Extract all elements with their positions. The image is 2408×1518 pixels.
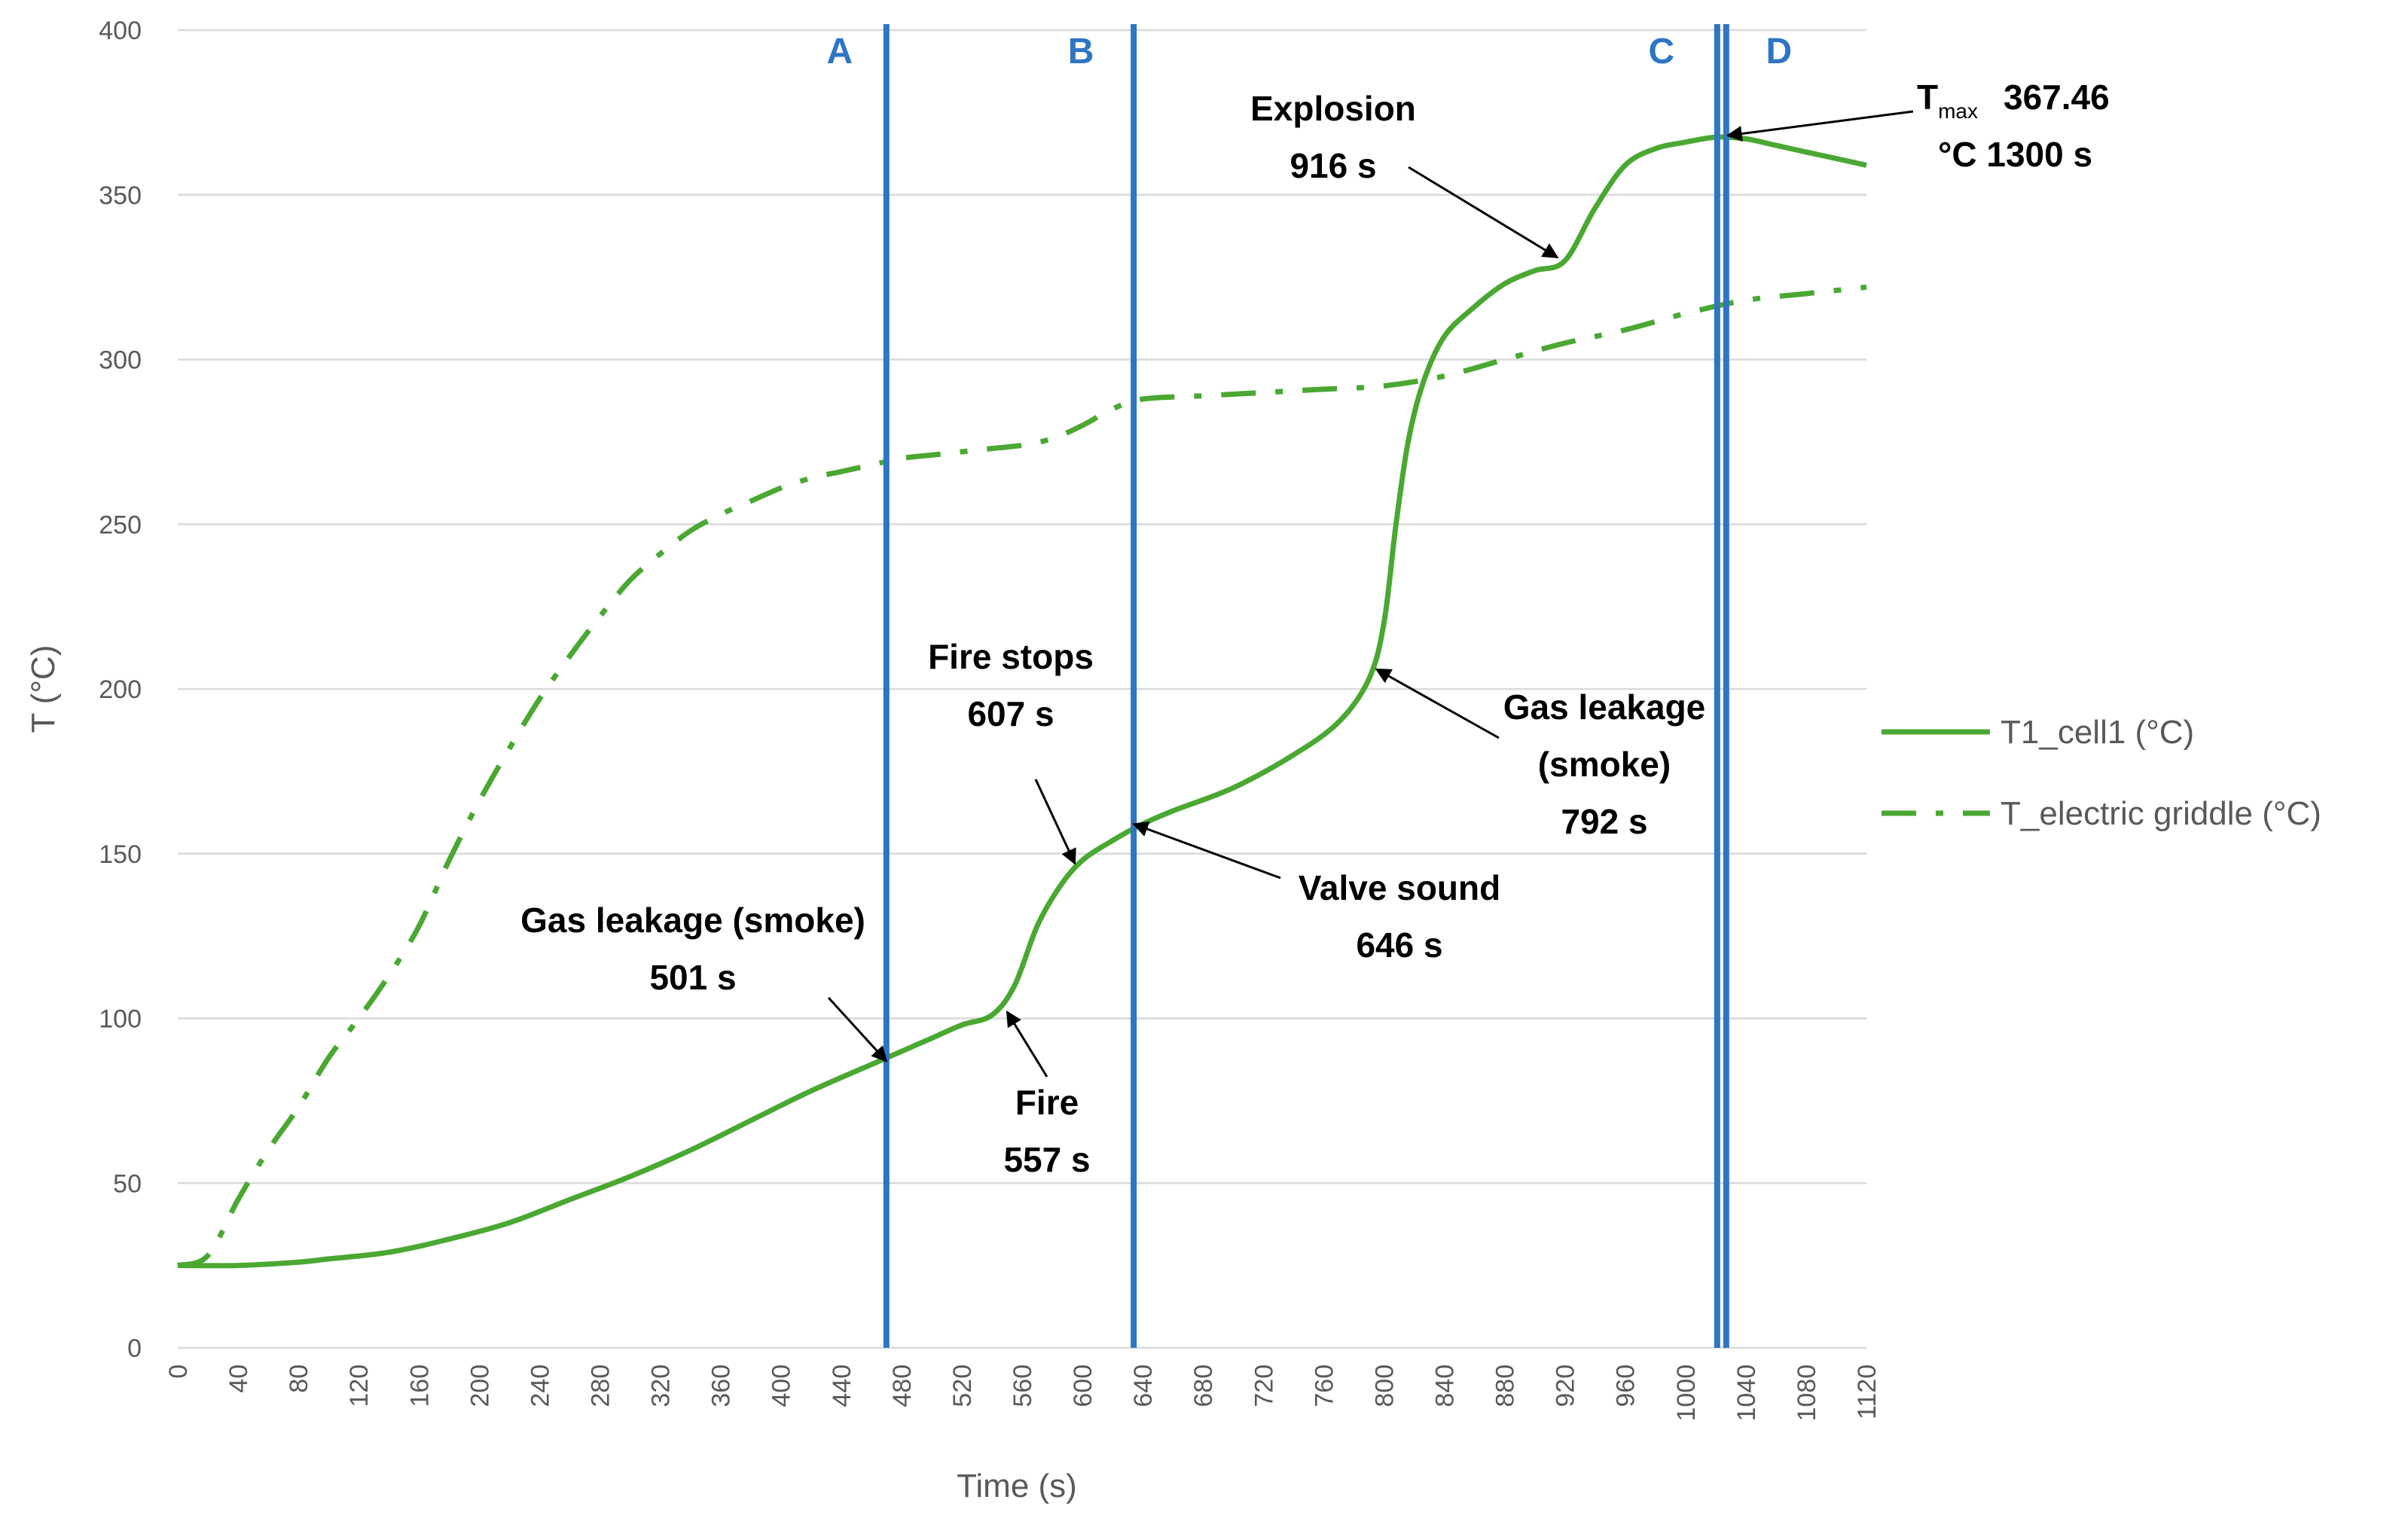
annotation-arrow-gas1 xyxy=(827,996,888,1062)
x-tick-1080: 1080 xyxy=(1793,1364,1821,1422)
x-tick-80: 80 xyxy=(285,1364,313,1393)
annotation-gas2-line-3: 792 s xyxy=(1561,802,1647,841)
x-axis-title: Time (s) xyxy=(957,1468,1077,1504)
x-tick-560: 560 xyxy=(1009,1364,1037,1407)
annotation-gas2-line-1: Gas leakage xyxy=(1503,687,1706,727)
series-line-electric-griddle xyxy=(176,284,1867,1269)
annotation-valve-line-2: 646 s xyxy=(1356,925,1442,965)
y-tick-400: 400 xyxy=(99,17,142,45)
x-tick-1120: 1120 xyxy=(1853,1364,1882,1419)
x-tick-1000: 1000 xyxy=(1672,1364,1701,1422)
annotation-gas2-line-2: (smoke) xyxy=(1538,745,1671,784)
y-tick-200: 200 xyxy=(99,675,142,704)
x-tick-1040: 1040 xyxy=(1732,1364,1761,1422)
region-label-b: B xyxy=(1068,32,1094,72)
region-lines: A B C D xyxy=(827,24,1792,1348)
annotation-fire-line-1: Fire xyxy=(1015,1083,1079,1122)
annotation-gas1-line-2: 501 s xyxy=(649,958,736,997)
x-tick-280: 280 xyxy=(587,1364,615,1407)
x-tick-880: 880 xyxy=(1491,1364,1520,1407)
annotation-arrow-gas2 xyxy=(1375,668,1500,739)
y-axis-title: T (°C) xyxy=(25,645,62,733)
x-tick-440: 440 xyxy=(828,1364,856,1407)
series-lines xyxy=(176,134,1867,1269)
x-tick-360: 360 xyxy=(707,1364,736,1407)
y-tick-labels: 0 50 100 150 200 250 300 350 400 xyxy=(99,17,142,1363)
region-label-d: D xyxy=(1766,32,1792,72)
x-tick-680: 680 xyxy=(1189,1364,1218,1407)
x-tick-40: 40 xyxy=(224,1364,253,1393)
y-tick-350: 350 xyxy=(99,181,142,210)
grid-lines xyxy=(178,29,1866,1349)
annotation-firestops-line-1: Fire stops xyxy=(928,637,1094,676)
annotation-fire-line-2: 557 s xyxy=(1003,1140,1090,1179)
region-label-c: C xyxy=(1648,32,1674,72)
annotation-explosion-line-1: Explosion xyxy=(1250,89,1416,128)
annotation-arrow-explosion xyxy=(1408,166,1559,259)
annotation-arrow-valve xyxy=(1132,821,1281,879)
y-tick-0: 0 xyxy=(127,1334,142,1363)
y-tick-300: 300 xyxy=(99,346,142,375)
x-tick-920: 920 xyxy=(1552,1364,1580,1407)
x-tick-520: 520 xyxy=(948,1364,977,1407)
region-label-a: A xyxy=(827,32,853,72)
x-tick-960: 960 xyxy=(1612,1364,1640,1407)
legend-label-t1-cell1: T1_cell1 (°C) xyxy=(2001,714,2194,751)
x-tick-840: 840 xyxy=(1431,1364,1460,1407)
annotation-firestops-line-2: 607 s xyxy=(967,694,1054,733)
x-tick-labels: 0 40 80 120 160 200 240 280 320 360 400 440 480 520 56… xyxy=(164,1364,1882,1422)
x-tick-800: 800 xyxy=(1370,1364,1399,1407)
x-tick-120: 120 xyxy=(345,1364,374,1407)
x-tick-400: 400 xyxy=(768,1364,796,1407)
x-tick-720: 720 xyxy=(1250,1364,1278,1407)
x-tick-200: 200 xyxy=(465,1364,494,1407)
y-tick-250: 250 xyxy=(99,511,142,539)
annotation-arrow-tmax xyxy=(1726,110,1914,142)
annotation-valve-line-1: Valve sound xyxy=(1299,868,1500,907)
x-tick-760: 760 xyxy=(1310,1364,1338,1407)
annotations: Gas leakage (smoke) 501 s Fire 557 s Fire st… xyxy=(520,78,2110,1179)
annotation-arrow-firestops xyxy=(1034,779,1076,865)
legend-label-electric-griddle: T_electric griddle (°C) xyxy=(2001,795,2321,832)
annotation-explosion-line-2: 916 s xyxy=(1289,146,1376,185)
x-tick-640: 640 xyxy=(1129,1364,1158,1407)
y-tick-150: 150 xyxy=(99,840,142,869)
x-tick-240: 240 xyxy=(526,1364,554,1407)
annotation-gas1-line-1: Gas leakage (smoke) xyxy=(520,901,865,940)
x-tick-480: 480 xyxy=(888,1364,917,1407)
x-tick-600: 600 xyxy=(1069,1364,1097,1407)
annotation-tmax-label: Tmax 367.46 xyxy=(1917,78,2110,123)
y-tick-50: 50 xyxy=(113,1169,142,1198)
x-tick-0: 0 xyxy=(164,1364,193,1379)
y-tick-100: 100 xyxy=(99,1005,142,1034)
x-tick-320: 320 xyxy=(647,1364,676,1407)
x-tick-160: 160 xyxy=(405,1364,434,1407)
annotation-arrow-fire xyxy=(1006,1010,1048,1078)
annotation-tmax-time: °C 1300 s xyxy=(1938,135,2092,174)
legend: T1_cell1 (°C) T_electric griddle (°C) xyxy=(1882,714,2321,832)
series-line-t1-cell1 xyxy=(177,134,1867,1269)
